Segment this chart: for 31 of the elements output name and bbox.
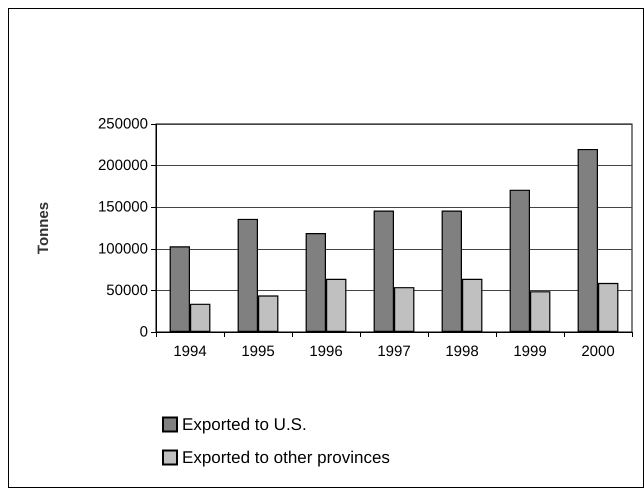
- legend-label: Exported to other provinces: [182, 448, 390, 467]
- y-tick-label: 50000: [106, 282, 148, 299]
- y-tick-label: 200000: [98, 157, 148, 174]
- x-tick-label: 2000: [581, 343, 615, 360]
- bar: [394, 287, 414, 332]
- y-tick-label: 150000: [98, 198, 148, 216]
- bar: [442, 210, 462, 332]
- x-tick-label: 1996: [309, 343, 343, 360]
- bar: [462, 278, 482, 332]
- bar: [530, 291, 550, 332]
- x-tick-label: 1998: [445, 343, 479, 360]
- y-axis-title: Tonnes: [35, 202, 52, 254]
- bar: [238, 218, 258, 332]
- legend-label: Exported to U.S.: [182, 415, 307, 434]
- bar: [170, 246, 190, 332]
- y-tick-label: 100000: [98, 240, 148, 258]
- bar: [578, 148, 598, 332]
- x-tick-label: 1997: [377, 343, 411, 360]
- bar: [190, 304, 210, 332]
- bar: [510, 190, 530, 332]
- bar: [374, 210, 394, 332]
- x-tick-label: 1995: [241, 343, 275, 360]
- bar: [598, 282, 618, 332]
- x-tick-label: 1994: [173, 343, 207, 360]
- y-tick-label: 0: [140, 324, 148, 340]
- x-tick-label: 1999: [513, 343, 547, 360]
- chart-frame: Tonnes 0 50000 100000 150000 200000 250000 1994 1995 1996 1997 1998 1999 2000 Exported to U.S. Exported to other provinces: [8, 8, 644, 488]
- y-tick-label: 250000: [98, 116, 148, 132]
- bar: [258, 295, 278, 332]
- bar: [306, 232, 326, 332]
- bar: [326, 278, 346, 332]
